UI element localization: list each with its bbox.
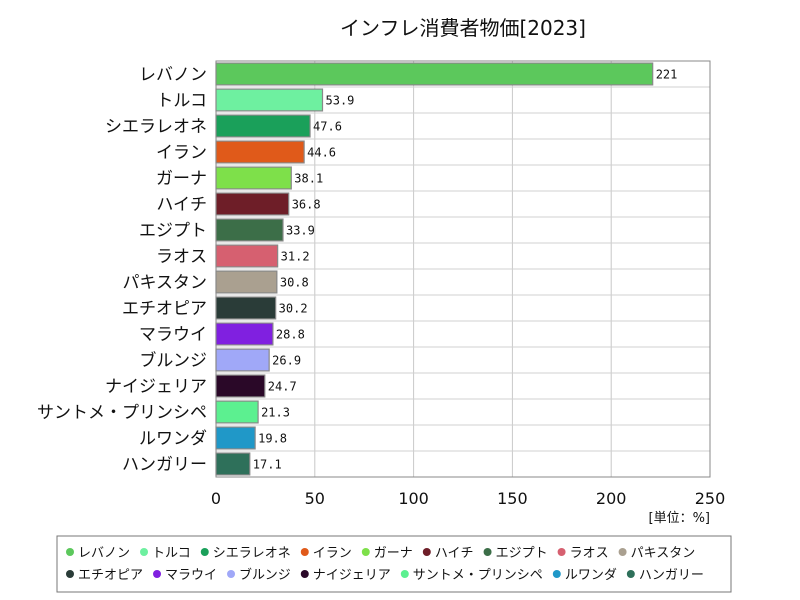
legend-marker: [557, 548, 566, 556]
value-label: 17.1: [253, 458, 282, 472]
bar: [215, 322, 274, 346]
x-tick-label: 150: [497, 489, 528, 508]
category-label: ブルンジ: [139, 350, 207, 371]
value-label: 47.6: [313, 120, 342, 134]
legend-marker: [200, 548, 209, 556]
legend-item: サントメ・プリンシペ: [413, 568, 543, 583]
legend-marker: [400, 570, 409, 578]
category-label: ガーナ: [156, 169, 207, 189]
legend-marker: [626, 570, 635, 578]
category-label: エジプト: [139, 221, 207, 241]
plot-area: 0 50 100 150 200 250 レバノン 221 トルコ 53.9 シエラレオネ 47.6 イ…: [37, 60, 726, 508]
legend-marker: [361, 548, 370, 556]
category-label: サントメ・プリンシペ: [37, 403, 207, 423]
category-label: シエラレオネ: [105, 117, 207, 137]
legend-item: ルワンダ: [565, 568, 617, 583]
legend-item: ナイジェリア: [313, 568, 391, 583]
legend-marker: [140, 548, 149, 556]
legend-marker: [153, 570, 162, 578]
bar: [215, 348, 270, 372]
category-label: ハンガリー: [122, 455, 207, 475]
legend-marker: [552, 570, 561, 578]
legend-item: レバノン: [78, 546, 130, 561]
value-label: 19.8: [258, 432, 287, 446]
legend-item: ブルンジ: [239, 567, 291, 583]
category-label: ハイチ: [156, 195, 207, 215]
x-tick-label: 250: [695, 489, 726, 508]
value-label: 28.8: [276, 328, 305, 342]
legend-item: エジプト: [496, 546, 548, 561]
category-label: エチオピア: [122, 299, 207, 319]
value-label: 36.8: [292, 198, 321, 212]
bar: [215, 426, 256, 450]
value-label: 44.6: [307, 146, 336, 160]
legend-marker: [66, 570, 74, 578]
legend-item: ハイチ: [435, 546, 474, 561]
category-label: レバノン: [139, 65, 207, 85]
plot-border: [215, 60, 711, 478]
x-tick-label: 50: [305, 489, 325, 508]
legend-item: エチオピア: [78, 568, 143, 583]
value-label: 221: [656, 68, 678, 82]
legend-item: トルコ: [152, 546, 191, 561]
legend-box: [56, 535, 732, 593]
value-label: 26.9: [272, 354, 301, 368]
legend-item: マラウイ: [165, 568, 217, 583]
legend-marker: [618, 548, 627, 556]
bar: [215, 400, 259, 424]
x-tick-label: 200: [596, 489, 627, 508]
value-label: 30.8: [280, 276, 309, 290]
bar: [215, 374, 266, 398]
legend-item: ラオス: [570, 546, 609, 561]
bar: [215, 192, 290, 216]
unit-label: [単位：%]: [649, 510, 711, 526]
legend-item: イラン: [313, 546, 352, 561]
value-label: 33.9: [286, 224, 315, 238]
category-label: イラン: [156, 143, 207, 163]
chart-title: インフレ消費者物価[2023]: [340, 16, 586, 40]
legend-item: ガーナ: [374, 546, 413, 561]
legend-marker: [483, 548, 492, 556]
category-label: マラウイ: [139, 325, 207, 345]
value-label: 21.3: [261, 406, 290, 420]
legend-marker: [300, 548, 309, 556]
bar: [215, 62, 654, 86]
bar: [215, 88, 324, 112]
category-label: ラオス: [156, 247, 207, 267]
value-label: 38.1: [294, 172, 323, 186]
value-label: 31.2: [281, 250, 310, 264]
value-label: 30.2: [279, 302, 308, 316]
bar: [215, 166, 292, 190]
legend-marker: [300, 570, 309, 578]
bar: [215, 452, 251, 476]
x-tick-label: 0: [211, 489, 221, 508]
category-label: ナイジェリア: [105, 377, 207, 397]
legend-marker: [66, 548, 74, 556]
category-label: ルワンダ: [139, 429, 207, 449]
bar: [215, 218, 284, 242]
value-label: 53.9: [326, 94, 355, 108]
legend-item: パキスタン: [631, 546, 696, 561]
legend-item: ハンガリー: [639, 568, 704, 583]
legend-marker: [422, 548, 431, 556]
category-label: パキスタン: [123, 273, 208, 293]
bar: [215, 270, 278, 294]
bar: [215, 140, 305, 164]
bar: [215, 114, 311, 138]
legend-item: シエラレオネ: [213, 546, 291, 561]
value-label: 24.7: [268, 380, 297, 394]
bar: [215, 296, 277, 320]
bar: [215, 244, 279, 268]
legend-marker: [227, 570, 236, 578]
category-label: トルコ: [156, 91, 207, 111]
x-tick-label: 100: [398, 489, 429, 508]
